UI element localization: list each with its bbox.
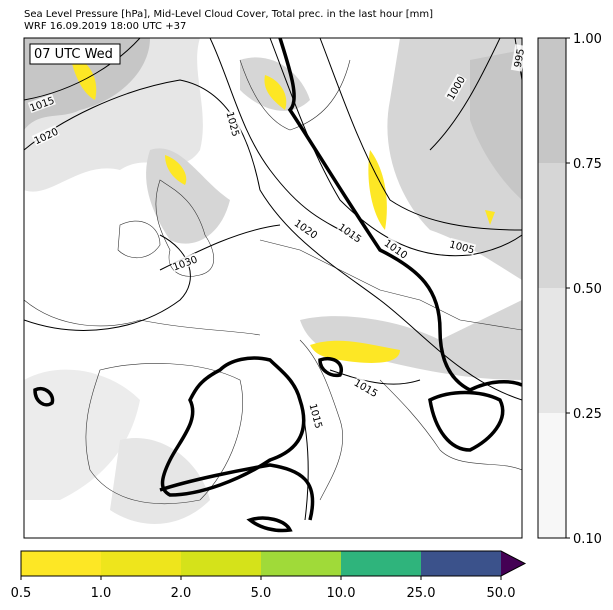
map-frame (23, 37, 523, 539)
colorbar-segment (101, 551, 181, 576)
isobar-label-bg (444, 73, 467, 102)
colorbar-tick-label: 0.5 (11, 586, 32, 601)
colorbar-tick-label: 5.0 (251, 586, 272, 601)
time-label: 07 UTC Wed (34, 47, 113, 62)
thick-contours (33, 38, 522, 533)
colorbar-tick-label: 0.10 (573, 532, 602, 547)
isobar-label-bg (224, 109, 243, 138)
isobar-label-bg (510, 44, 527, 72)
precip-areas (70, 55, 495, 363)
title: Sea Level Pressure [hPa], Mid-Level Clou… (24, 9, 433, 20)
subtitle: WRF 16.09.2019 18:00 UTC +37 (24, 21, 186, 32)
colorbar-segment (538, 163, 566, 288)
isobar-label-bg (31, 125, 60, 147)
colorbar-tick-label: 50.0 (487, 586, 516, 601)
map: 07 UTC Wed (23, 37, 523, 539)
colorbar-segment (538, 38, 566, 163)
colorbar-segment (261, 551, 341, 576)
colorbar-tick-label: 0.25 (573, 407, 602, 422)
colorbar-tick-label: 1.0 (91, 586, 112, 601)
colorbar-segment (21, 551, 101, 576)
isobar-label-bg (382, 236, 411, 261)
isobar-label-bg (336, 220, 365, 245)
colorbar-tick-label: 2.0 (171, 586, 192, 601)
isobar-label-bg (27, 93, 56, 114)
colorbar-tick-label: 25.0 (407, 586, 436, 601)
colorbar-segment (341, 551, 421, 576)
colorbar-frame (20, 550, 527, 577)
isobar-label-bg (307, 401, 326, 430)
isobar-label: 995 (513, 48, 527, 69)
colorbar-extension (501, 551, 525, 576)
colorbar-tick-label: 10.0 (327, 586, 356, 601)
colorbar-tick-label: 0.50 (573, 282, 602, 297)
colorbar-segment (181, 551, 261, 576)
coastlines (24, 59, 522, 505)
isobar-label-bg (352, 376, 381, 399)
isobar-label-bg (448, 237, 477, 256)
isobar-label-bg (170, 252, 199, 273)
colorbar-tick-label: 1.00 (573, 32, 602, 47)
colorbar-segment (421, 551, 501, 576)
time-label-box (29, 43, 121, 65)
isobar-label-bg (292, 216, 321, 241)
colorbar-segment (538, 413, 566, 538)
colorbar-tick-label: 0.75 (573, 157, 602, 172)
colorbar-segment (538, 288, 566, 413)
